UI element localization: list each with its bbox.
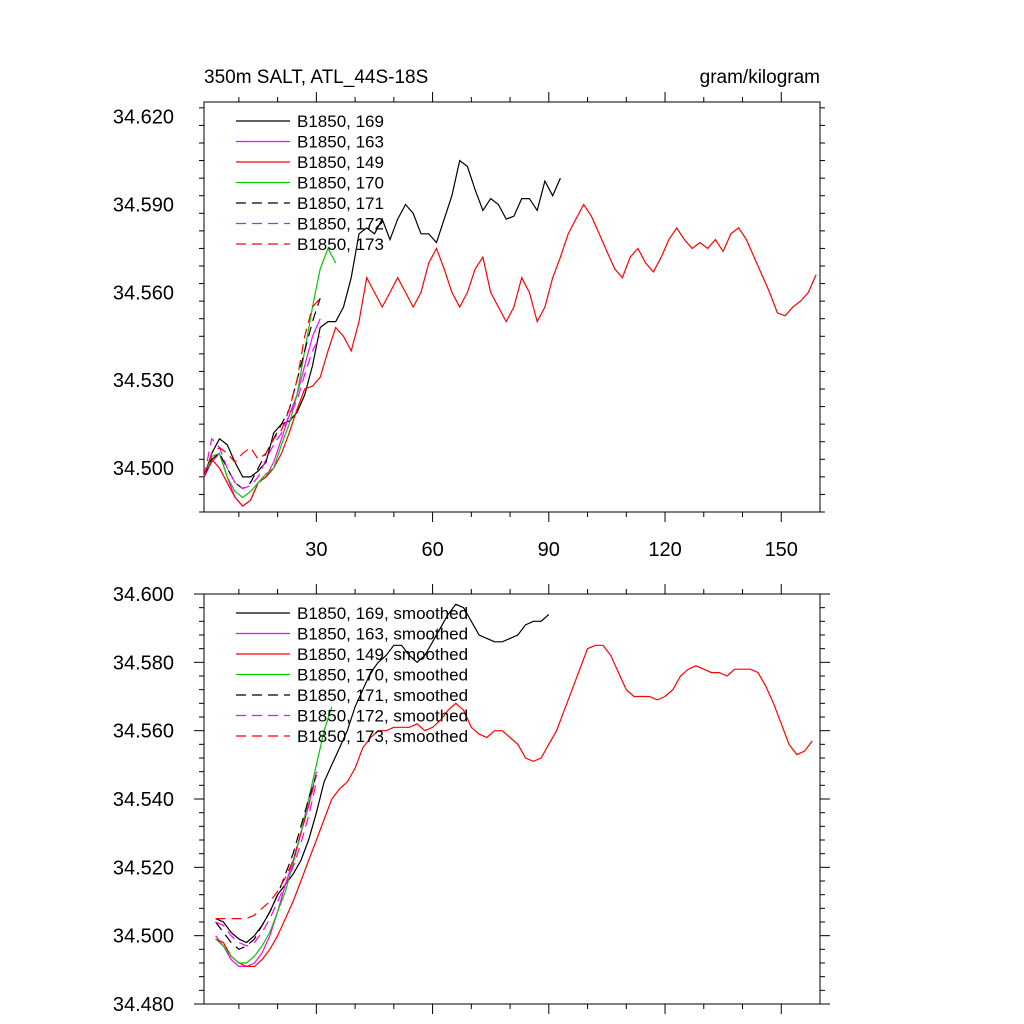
series-line bbox=[215, 774, 317, 951]
y-tick-label: 34.500 bbox=[113, 926, 174, 948]
legend-label: B1850, 172 bbox=[297, 215, 384, 234]
legend-label: B1850, 171, smoothed bbox=[297, 686, 468, 705]
legend-label: B1850, 170 bbox=[297, 174, 384, 193]
y-tick-label: 34.580 bbox=[113, 652, 174, 674]
y-tick-label: 34.560 bbox=[113, 282, 174, 304]
series-line bbox=[215, 781, 317, 947]
y-tick-label: 34.500 bbox=[113, 458, 174, 480]
legend-label: B1850, 149, smoothed bbox=[297, 645, 468, 664]
x-tick-label: 150 bbox=[765, 539, 798, 561]
y-tick-label: 34.530 bbox=[113, 370, 174, 392]
series-line bbox=[215, 771, 317, 968]
legend-label: B1850, 163, smoothed bbox=[297, 625, 468, 644]
chart-title: 350m SALT, ATL_44S-18S bbox=[204, 67, 428, 88]
legend-label: B1850, 172, smoothed bbox=[297, 707, 468, 726]
y-tick-label: 34.590 bbox=[113, 195, 174, 217]
series-line bbox=[203, 298, 321, 490]
plot-frame bbox=[203, 101, 821, 513]
units-label: gram/kilogram bbox=[700, 67, 820, 88]
legend-label: B1850, 173, smoothed bbox=[297, 727, 468, 746]
legend-label: B1850, 170, smoothed bbox=[297, 666, 468, 685]
y-tick-label: 34.600 bbox=[113, 584, 174, 606]
top-panel: 350m SALT, ATL_44S-18S gram/kilogram 30 6… bbox=[113, 67, 825, 561]
series-line bbox=[203, 203, 817, 507]
series-line bbox=[215, 774, 317, 920]
x-tick-label: 120 bbox=[648, 539, 681, 561]
y-tick-label: 34.560 bbox=[113, 721, 174, 743]
x-tick-label: 60 bbox=[421, 539, 443, 561]
legend-label: B1850, 149 bbox=[297, 153, 384, 172]
legend-label: B1850, 173 bbox=[297, 235, 384, 254]
x-tick-label: 30 bbox=[305, 539, 327, 561]
y-tick-label: 34.540 bbox=[113, 789, 174, 811]
x-tick-label: 90 bbox=[538, 539, 560, 561]
legend-label: B1850, 171 bbox=[297, 194, 384, 213]
legend-label: B1850, 169 bbox=[297, 112, 384, 131]
y-tick-label: 34.520 bbox=[113, 857, 174, 879]
y-tick-label: 34.620 bbox=[113, 107, 174, 129]
series-line bbox=[215, 644, 813, 968]
series-line bbox=[203, 336, 321, 490]
legend-label: B1850, 163 bbox=[297, 133, 384, 152]
y-tick-label: 34.480 bbox=[113, 994, 174, 1016]
legend-label: B1850, 169, smoothed bbox=[297, 604, 468, 623]
bottom-panel: 34.480 34.500 34.520 34.540 34.560 34.580 34.6… bbox=[113, 584, 830, 1016]
series-line bbox=[203, 246, 337, 499]
series-line bbox=[215, 706, 333, 964]
series-line bbox=[203, 297, 321, 478]
